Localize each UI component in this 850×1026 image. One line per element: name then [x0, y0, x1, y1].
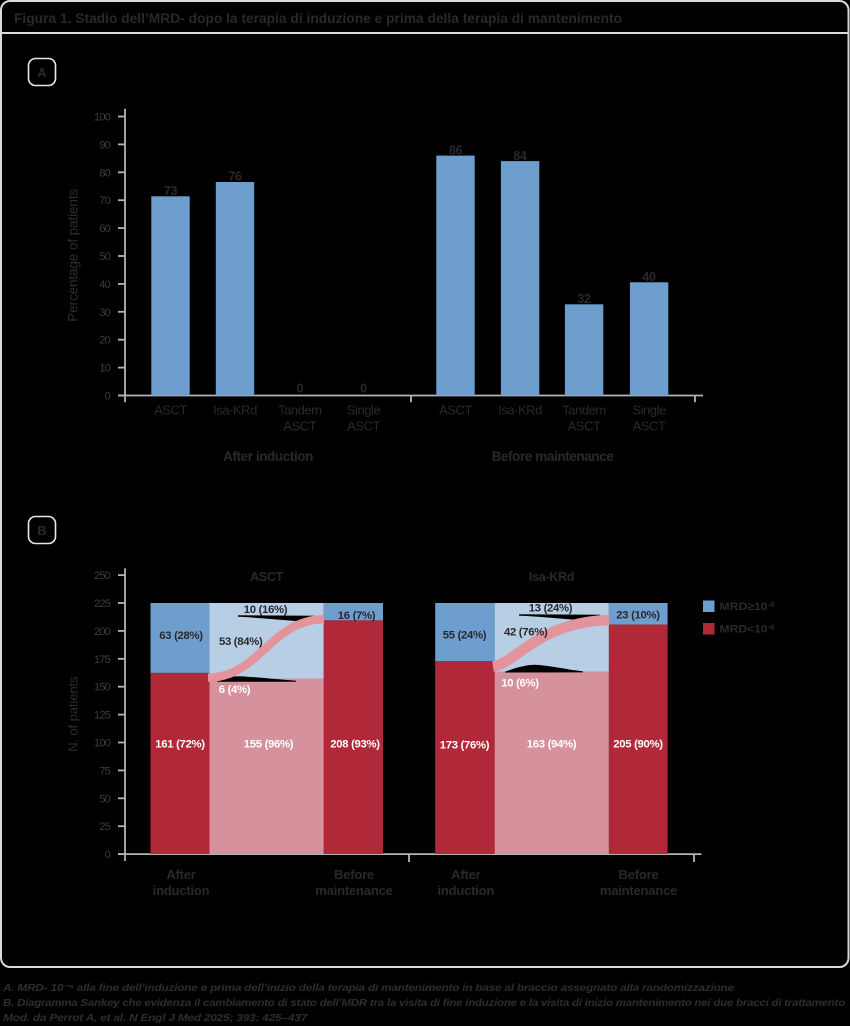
svg-text:ASCT: ASCT — [347, 418, 380, 433]
svg-text:10 (16%): 10 (16%) — [244, 604, 288, 616]
svg-text:ASCT: ASCT — [439, 403, 472, 418]
svg-text:175: 175 — [94, 654, 111, 666]
svg-text:After: After — [166, 867, 195, 882]
svg-text:0: 0 — [360, 381, 367, 395]
svg-text:155 (96%): 155 (96%) — [244, 739, 294, 751]
svg-text:250: 250 — [94, 570, 111, 582]
svg-text:Tandem: Tandem — [278, 403, 322, 418]
svg-text:6 (4%): 6 (4%) — [219, 684, 251, 696]
svg-text:225: 225 — [94, 598, 111, 610]
svg-text:100: 100 — [94, 112, 111, 124]
svg-text:40: 40 — [99, 279, 110, 291]
svg-text:0: 0 — [296, 381, 303, 395]
svg-text:Before maintenance: Before maintenance — [492, 449, 615, 464]
svg-text:163 (94%): 163 (94%) — [527, 739, 577, 751]
svg-text:40: 40 — [642, 270, 656, 284]
svg-text:Mod. da Perrot A, et al. N Eng: Mod. da Perrot A, et al. N Engl J Med 20… — [3, 1012, 309, 1024]
svg-text:20: 20 — [99, 335, 110, 347]
svg-text:Single: Single — [632, 403, 666, 418]
svg-text:MRD≥10-6: MRD≥10 -6 — [720, 601, 775, 613]
svg-text:After: After — [451, 867, 480, 882]
svg-text:0: 0 — [105, 391, 111, 403]
svg-text:86: 86 — [449, 143, 463, 157]
svg-text:After induction: After induction — [223, 449, 313, 464]
svg-text:50: 50 — [99, 251, 110, 263]
svg-text:80: 80 — [99, 167, 110, 179]
svg-text:10 (6%): 10 (6%) — [501, 677, 539, 689]
svg-text:55 (24%): 55 (24%) — [443, 630, 487, 642]
svg-text:84: 84 — [513, 149, 527, 163]
svg-text:Before: Before — [619, 867, 659, 882]
svg-text:173 (76%): 173 (76%) — [440, 740, 490, 752]
svg-text:N. of patients: N. of patients — [65, 676, 80, 752]
svg-text:42 (76%): 42 (76%) — [504, 626, 548, 638]
svg-text:70: 70 — [99, 195, 110, 207]
svg-text:63 (28%): 63 (28%) — [159, 630, 203, 642]
svg-text:32: 32 — [577, 292, 591, 306]
svg-text:ASCT: ASCT — [283, 418, 316, 433]
svg-text:16 (7%): 16 (7%) — [338, 610, 376, 622]
svg-text:161 (72%): 161 (72%) — [155, 739, 205, 751]
svg-text:ASCT: ASCT — [568, 418, 601, 433]
svg-text:B. Diagramma Sankey che eviden: B. Diagramma Sankey che evidenza il camb… — [3, 997, 846, 1009]
svg-text:Isa-KRd: Isa-KRd — [498, 403, 542, 418]
svg-text:ASCT: ASCT — [633, 418, 666, 433]
svg-text:73: 73 — [164, 184, 178, 198]
svg-text:208 (93%): 208 (93%) — [330, 739, 380, 751]
svg-text:125: 125 — [94, 710, 111, 722]
svg-text:100: 100 — [94, 738, 111, 750]
svg-text:Isa-KRd: Isa-KRd — [529, 570, 574, 584]
svg-text:induction: induction — [153, 883, 210, 898]
svg-text:A: A — [37, 65, 47, 80]
svg-text:MRD<10-6: MRD<10 -6 — [720, 624, 775, 636]
svg-text:ASCT: ASCT — [250, 570, 283, 584]
svg-text:75: 75 — [99, 765, 110, 777]
svg-text:60: 60 — [99, 223, 110, 235]
svg-text:B: B — [37, 523, 46, 538]
svg-text:0: 0 — [105, 849, 111, 861]
svg-text:ASCT: ASCT — [154, 403, 187, 418]
svg-text:200: 200 — [94, 626, 111, 638]
svg-text:maintenance: maintenance — [315, 883, 392, 898]
svg-text:Single: Single — [347, 403, 381, 418]
svg-text:Figura 1. Stadio dell’MRD- dop: Figura 1. Stadio dell’MRD- dopo la terap… — [14, 11, 622, 26]
svg-text:Tandem: Tandem — [562, 403, 606, 418]
svg-text:205 (90%): 205 (90%) — [613, 739, 663, 751]
svg-text:23 (10%): 23 (10%) — [616, 610, 660, 622]
svg-text:13 (24%): 13 (24%) — [529, 603, 573, 615]
svg-text:76: 76 — [228, 170, 242, 184]
svg-text:10: 10 — [99, 363, 110, 375]
svg-text:90: 90 — [99, 139, 110, 151]
svg-text:Isa-KRd: Isa-KRd — [213, 403, 257, 418]
svg-text:induction: induction — [437, 883, 494, 898]
svg-text:Percentage of patients: Percentage of patients — [65, 189, 80, 322]
svg-text:Before: Before — [334, 867, 374, 882]
svg-text:150: 150 — [94, 682, 111, 694]
svg-text:maintenance: maintenance — [600, 883, 677, 898]
svg-text:30: 30 — [99, 307, 110, 319]
svg-text:53 (84%): 53 (84%) — [219, 636, 263, 648]
svg-text:25: 25 — [99, 821, 110, 833]
svg-text:A. MRD- 10⁻⁶ alla fine dell’in: A. MRD- 10⁻⁶ alla fine dell’induzione e … — [2, 982, 735, 994]
svg-text:50: 50 — [99, 793, 110, 805]
